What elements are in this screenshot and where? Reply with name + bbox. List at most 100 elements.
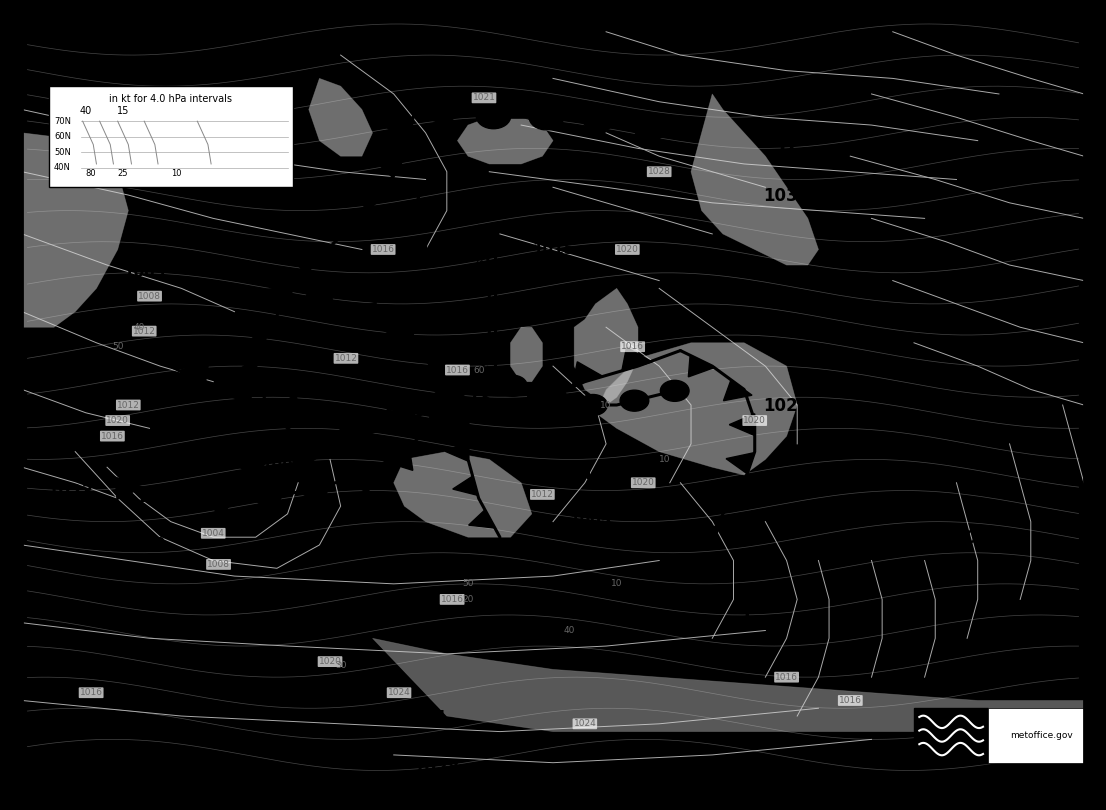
Text: 1015: 1015	[532, 241, 574, 257]
Text: L: L	[473, 333, 484, 351]
Text: 1005: 1005	[568, 514, 612, 529]
Circle shape	[429, 390, 463, 415]
Polygon shape	[441, 386, 469, 407]
Polygon shape	[241, 322, 273, 345]
Text: ×: ×	[250, 356, 261, 369]
Polygon shape	[345, 471, 373, 493]
Text: 1020: 1020	[616, 245, 639, 254]
Text: ×: ×	[479, 107, 489, 120]
Circle shape	[529, 104, 564, 130]
Text: 1024: 1024	[388, 688, 410, 697]
Polygon shape	[726, 453, 754, 474]
Text: H: H	[62, 433, 79, 452]
Text: 1009: 1009	[261, 459, 303, 475]
Polygon shape	[290, 254, 322, 275]
Circle shape	[180, 447, 215, 472]
Text: 50N: 50N	[54, 147, 71, 157]
Text: 50: 50	[462, 579, 473, 588]
Text: 70N: 70N	[54, 117, 71, 126]
Text: 40: 40	[80, 105, 92, 116]
Polygon shape	[461, 234, 486, 253]
Polygon shape	[261, 287, 293, 309]
Text: L: L	[415, 193, 426, 211]
Polygon shape	[419, 420, 448, 440]
Polygon shape	[688, 356, 714, 377]
Polygon shape	[222, 380, 251, 403]
Polygon shape	[115, 478, 142, 500]
Polygon shape	[394, 452, 532, 537]
Polygon shape	[301, 485, 328, 506]
Text: ×: ×	[1025, 189, 1036, 202]
Polygon shape	[179, 361, 209, 385]
Polygon shape	[354, 190, 386, 211]
Bar	[49, 86, 293, 187]
Polygon shape	[373, 407, 405, 428]
Polygon shape	[511, 327, 542, 382]
Text: 10: 10	[659, 455, 670, 464]
Text: 40N: 40N	[54, 164, 71, 173]
Text: ×: ×	[409, 189, 420, 202]
Text: 1020: 1020	[106, 416, 129, 425]
Circle shape	[477, 104, 511, 129]
Text: 1012: 1012	[133, 326, 156, 335]
Circle shape	[538, 386, 566, 407]
Polygon shape	[528, 383, 556, 407]
Text: ×: ×	[484, 364, 494, 377]
Text: 1024: 1024	[574, 719, 596, 728]
Text: 10: 10	[601, 400, 612, 410]
Text: 1014: 1014	[728, 654, 771, 669]
Text: 1031: 1031	[763, 187, 810, 205]
Polygon shape	[383, 117, 414, 140]
Text: 40: 40	[133, 322, 145, 332]
Text: 30: 30	[335, 661, 346, 670]
Text: 60: 60	[473, 365, 484, 374]
Polygon shape	[158, 492, 188, 512]
Text: 1016: 1016	[622, 342, 644, 352]
Polygon shape	[690, 526, 719, 547]
Text: 1016: 1016	[80, 688, 103, 697]
Circle shape	[499, 375, 528, 396]
Text: H: H	[428, 709, 445, 727]
Bar	[989, 708, 1095, 763]
Text: ×: ×	[473, 257, 484, 270]
Text: L: L	[138, 216, 150, 234]
Text: L: L	[138, 488, 150, 506]
Text: ×: ×	[936, 531, 946, 544]
Text: 1012: 1012	[334, 354, 357, 363]
Circle shape	[335, 426, 369, 451]
Text: 1023: 1023	[46, 483, 93, 501]
Text: H: H	[779, 137, 795, 156]
Text: 1016: 1016	[446, 365, 469, 374]
Text: 50: 50	[112, 342, 124, 352]
Text: ×: ×	[538, 189, 547, 202]
Circle shape	[660, 381, 689, 401]
Polygon shape	[206, 498, 236, 517]
Text: 1016: 1016	[838, 696, 862, 705]
Text: 1020: 1020	[954, 530, 1001, 548]
Text: 60N: 60N	[54, 132, 71, 141]
Polygon shape	[456, 373, 481, 392]
Text: in kt for 4.0 hPa intervals: in kt for 4.0 hPa intervals	[109, 94, 232, 104]
Polygon shape	[710, 490, 739, 509]
Circle shape	[582, 105, 616, 130]
Text: H: H	[970, 480, 985, 498]
Text: H: H	[779, 347, 795, 366]
Polygon shape	[469, 509, 494, 528]
Text: 20: 20	[462, 595, 473, 604]
Polygon shape	[247, 399, 279, 420]
Circle shape	[620, 390, 649, 411]
Polygon shape	[22, 133, 128, 327]
Text: 1000: 1000	[123, 537, 166, 552]
Circle shape	[634, 115, 668, 140]
Polygon shape	[230, 360, 260, 383]
Text: 1016: 1016	[101, 432, 124, 441]
Polygon shape	[573, 362, 603, 386]
Polygon shape	[723, 380, 752, 401]
Polygon shape	[253, 494, 282, 515]
Circle shape	[384, 409, 418, 434]
Text: 1008: 1008	[138, 292, 161, 301]
Text: ×: ×	[568, 257, 580, 270]
Polygon shape	[322, 220, 355, 242]
Polygon shape	[283, 431, 314, 454]
Text: 1016: 1016	[775, 672, 799, 682]
